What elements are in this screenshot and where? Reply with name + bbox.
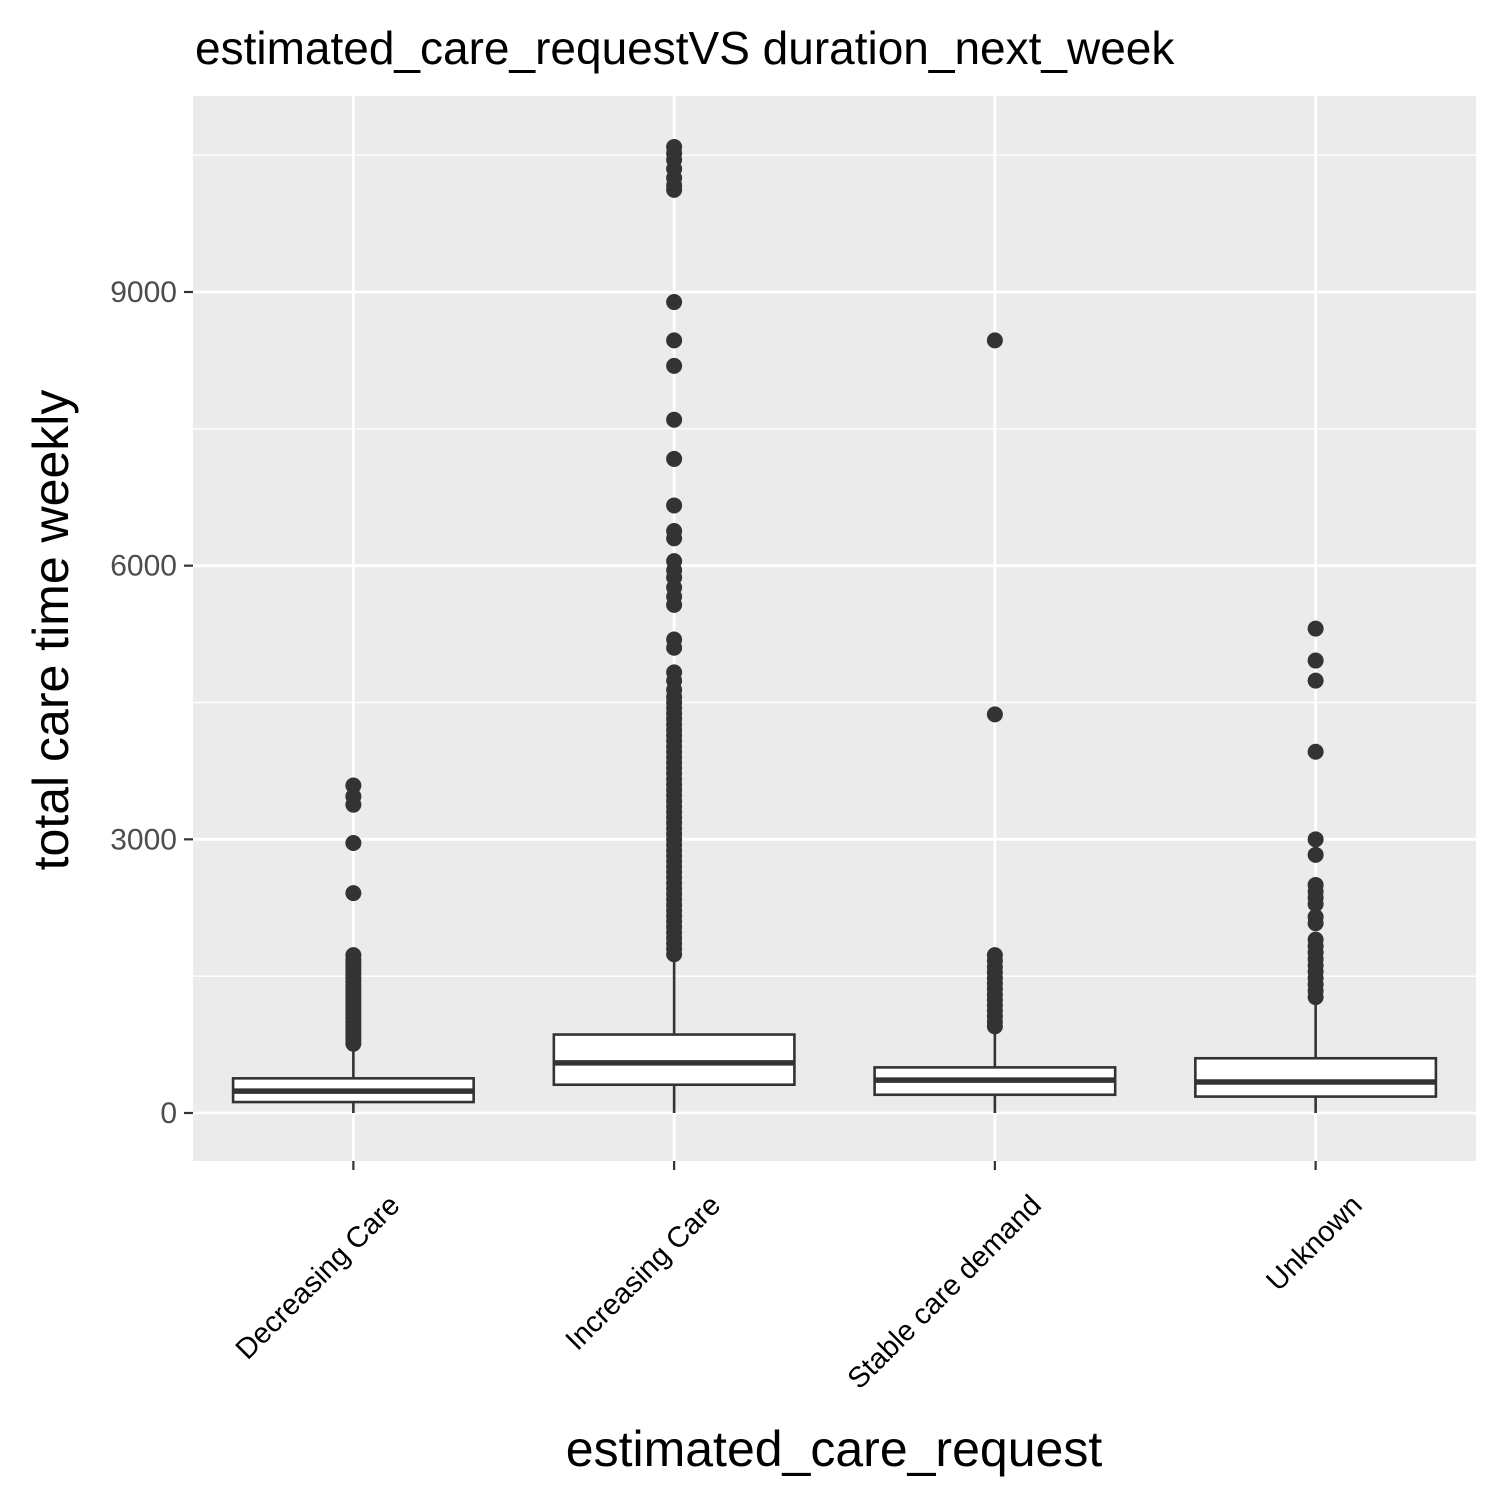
box-iqr [552,1033,796,1087]
outlier-point [1307,915,1324,932]
box-increasing-care [552,138,796,1113]
outlier-point [666,332,683,349]
box-layer [231,138,1438,1113]
outlier-point [986,332,1003,349]
box-iqr [1194,1056,1438,1098]
x-axis-title: estimated_care_request [566,1421,1103,1477]
outlier-point [345,1035,362,1052]
x-tick-label: Decreasing Care [230,1189,407,1366]
box-decreasing-care [231,777,475,1113]
x-tick-label: Stable care demand [842,1189,1048,1395]
plot-panel [193,96,1476,1161]
outlier-point [1307,743,1324,760]
outlier-point [666,639,683,656]
outlier-point [345,885,362,902]
outlier-point [345,834,362,851]
outlier-point [345,777,362,794]
outlier-point [666,181,683,198]
outlier-point [666,357,683,374]
x-tick-label: Unknown [1260,1189,1368,1297]
outlier-point [1307,896,1324,913]
y-tick-label: 9000 [110,276,177,309]
outlier-point [1307,989,1324,1006]
x-axis: Decreasing Care Increasing Care Stable car… [230,1161,1369,1395]
outlier-point [345,796,362,813]
outlier-point [986,706,1003,723]
y-axis: 0 3000 6000 9000 [110,276,193,1130]
y-axis-title: total care time weekly [23,390,79,871]
y-tick-label: 0 [160,1097,177,1130]
box-unknown [1194,620,1438,1113]
outlier-point [1307,846,1324,863]
outlier-point [666,946,683,963]
y-tick-label: 3000 [110,823,177,856]
chart-title: estimated_care_requestVS duration_next_w… [195,22,1175,74]
outlier-point [666,497,683,514]
minor-gridlines [193,154,1476,977]
box-stable-care-demand [873,332,1117,1113]
outlier-point [1307,831,1324,848]
outlier-point [1307,672,1324,689]
outlier-point [666,596,683,613]
outlier-point [986,1018,1003,1035]
outlier-point [1307,620,1324,637]
outlier-point [666,411,683,428]
outlier-point [666,294,683,311]
x-tick-label: Increasing Care [560,1189,727,1356]
outlier-point [1307,652,1324,669]
outlier-point [666,530,683,547]
outlier-point [666,450,683,467]
y-tick-label: 6000 [110,550,177,583]
